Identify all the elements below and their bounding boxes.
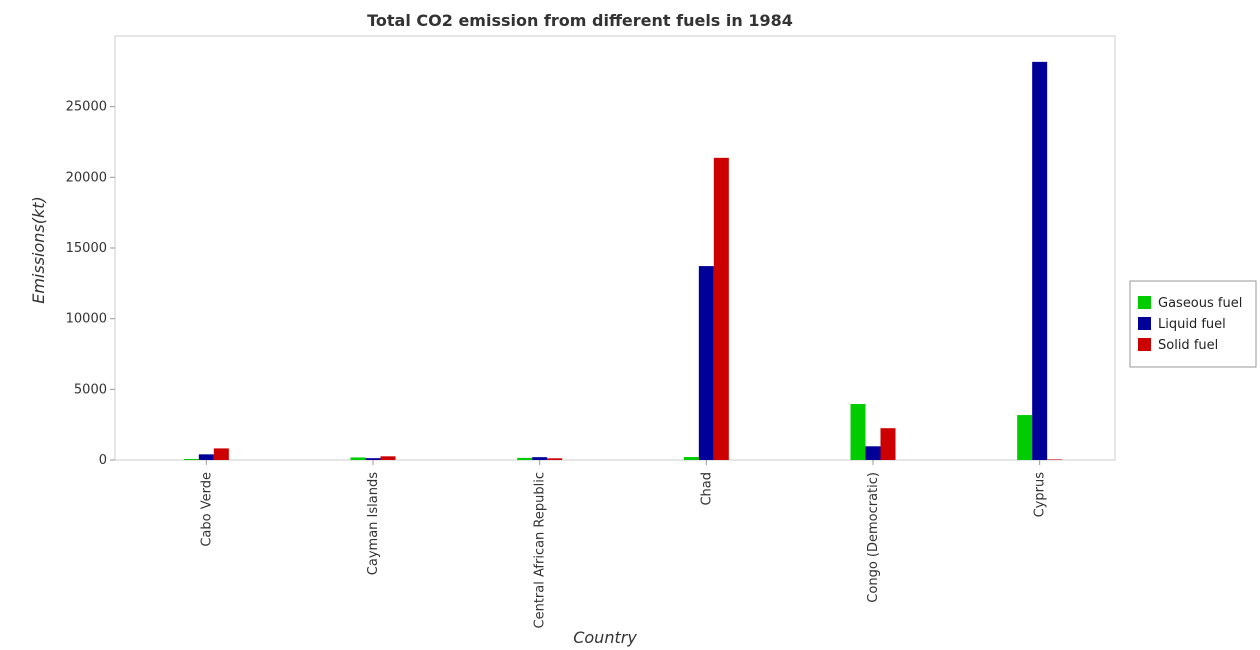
x-tick-label: Congo (Democratic) (866, 472, 881, 603)
x-axis: Cabo Verde Cayman Islands Central African … (199, 460, 1048, 628)
bar-solid-fuel (547, 458, 563, 460)
x-tick-label: Cayman Islands (366, 472, 381, 575)
bar-liquid-fuel (198, 454, 214, 460)
legend-label: Gaseous fuel (1158, 296, 1242, 311)
legend: Gaseous fuel Liquid fuel Solid fuel (1129, 280, 1257, 368)
y-tick-label: 25000 (66, 100, 107, 115)
y-axis: 0 5000 10000 15000 20000 25000 (66, 100, 115, 468)
x-axis-title: Country (573, 628, 637, 647)
y-tick-label: 15000 (66, 241, 107, 256)
bar-gaseous-fuel (350, 457, 366, 460)
bar-solid-fuel (380, 456, 396, 460)
x-tick-label: Cyprus (1033, 472, 1048, 518)
bar-solid-fuel (213, 448, 229, 460)
legend-swatch (1138, 317, 1151, 330)
x-tick-label: Chad (699, 472, 714, 506)
bar-liquid-fuel (865, 446, 881, 460)
legend-swatch (1138, 296, 1151, 309)
bar-liquid-fuel (1032, 61, 1048, 460)
y-tick-label: 10000 (66, 312, 107, 327)
bar-gaseous-fuel (1017, 415, 1033, 460)
legend-box (1129, 280, 1257, 368)
y-tick-label: 5000 (74, 382, 107, 397)
bar-gaseous-fuel (850, 404, 866, 460)
plot-area (114, 35, 1116, 461)
bar-solid-fuel (1047, 459, 1063, 460)
y-tick-label: 0 (99, 453, 107, 468)
bar-liquid-fuel (532, 457, 548, 460)
bar-gaseous-fuel (683, 457, 699, 460)
bar-liquid-fuel (365, 458, 381, 460)
bars (183, 61, 1063, 460)
legend-swatch (1138, 338, 1151, 351)
legend-label: Liquid fuel (1158, 317, 1226, 332)
bar-gaseous-fuel (517, 457, 533, 460)
legend-label: Solid fuel (1158, 338, 1218, 353)
y-tick-label: 20000 (66, 170, 107, 185)
chart-title: Total CO2 emission from different fuels … (367, 11, 793, 30)
x-tick-label: Cabo Verde (199, 472, 214, 547)
y-axis-title: Emissions(kt) (29, 196, 48, 304)
x-tick-label: Central African Republic (533, 472, 548, 628)
bar-solid-fuel (880, 428, 896, 460)
bar-solid-fuel (713, 157, 729, 460)
bar-liquid-fuel (698, 266, 714, 460)
bar-gaseous-fuel (183, 459, 199, 460)
